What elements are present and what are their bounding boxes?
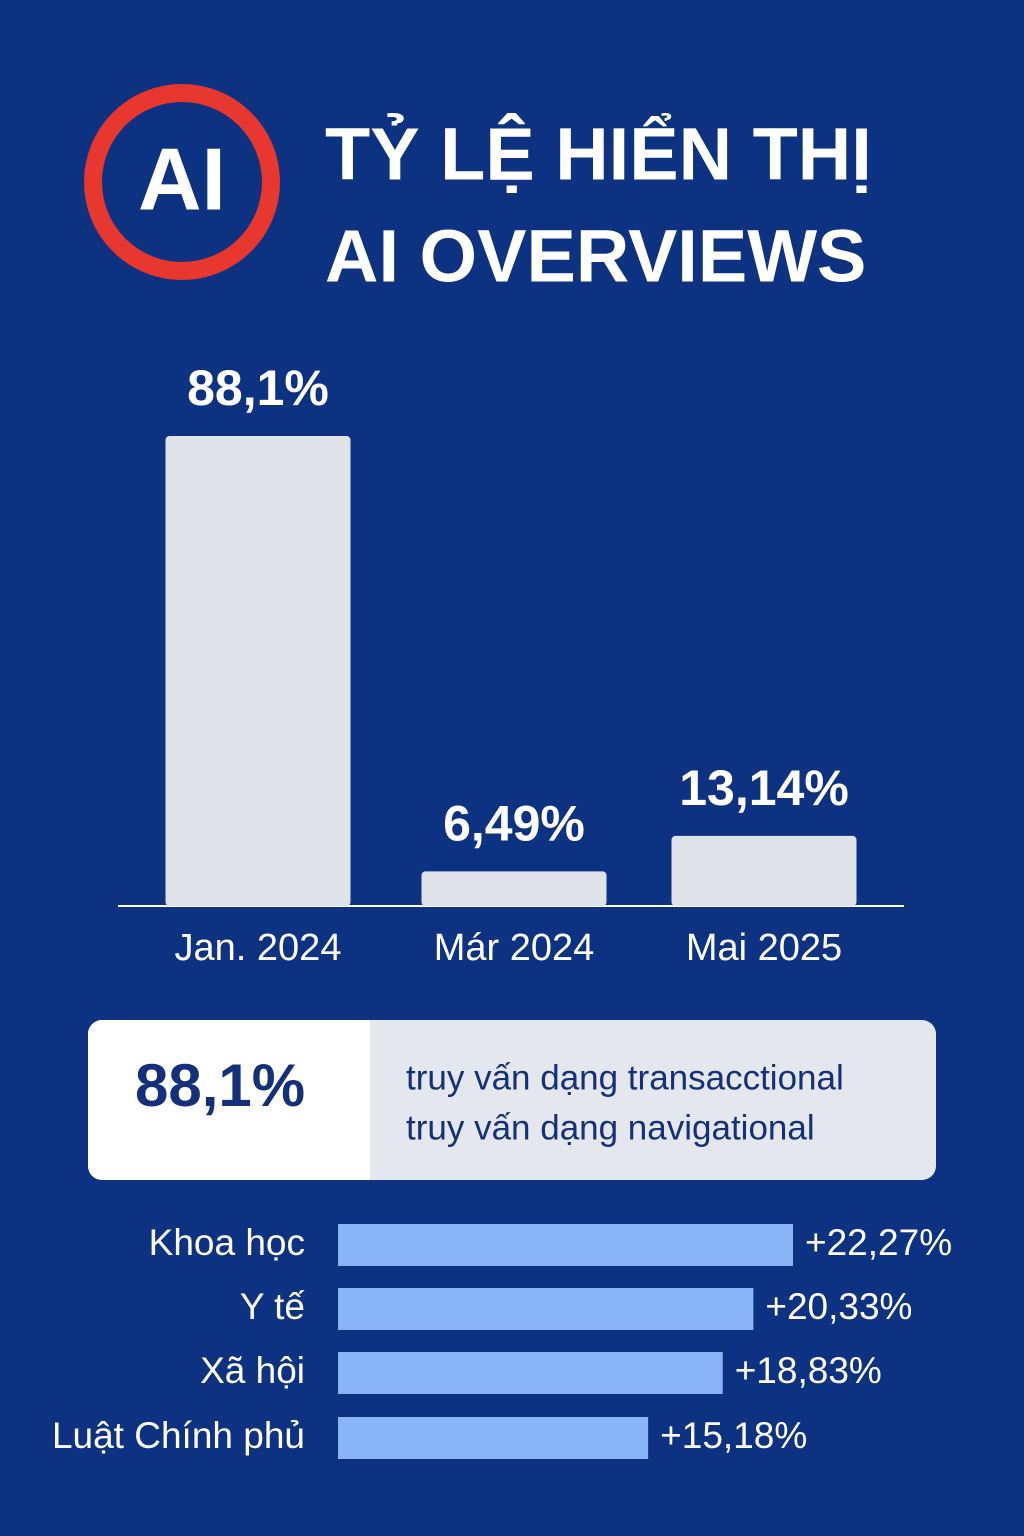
x-tick-label: Mai 2025 bbox=[686, 927, 842, 969]
bar-value-label: +22,27% bbox=[805, 1222, 952, 1263]
bar bbox=[421, 871, 607, 906]
bar bbox=[671, 835, 857, 906]
bar-value-label: 88,1% bbox=[187, 360, 329, 416]
category-label: Luật Chính phủ bbox=[52, 1415, 305, 1456]
callout-line: truy vấn dạng transacctional bbox=[406, 1058, 844, 1097]
ai-icon-text: AI bbox=[138, 129, 226, 228]
callout-value: 88,1% bbox=[135, 1052, 305, 1119]
bar bbox=[338, 1288, 754, 1330]
bar bbox=[338, 1224, 793, 1266]
bar-value-label: +18,83% bbox=[735, 1350, 882, 1391]
title-line: AI OVERVIEWS bbox=[325, 215, 866, 298]
x-tick-label: Jan. 2024 bbox=[175, 927, 342, 969]
category-label: Y tế bbox=[240, 1286, 306, 1327]
bar bbox=[338, 1352, 723, 1394]
bar-value-label: +15,18% bbox=[660, 1415, 807, 1456]
callout-box-left bbox=[88, 1020, 370, 1180]
x-tick-label: Már 2024 bbox=[434, 927, 595, 969]
category-label: Khoa học bbox=[149, 1222, 305, 1263]
callout-line: truy vấn dạng navigational bbox=[406, 1108, 815, 1147]
ai-icon-ring bbox=[84, 84, 280, 280]
bar-value-label: 6,49% bbox=[443, 796, 585, 852]
category-label: Xã hội bbox=[200, 1350, 305, 1391]
bar bbox=[165, 436, 351, 906]
title-line: TỶ LỆ HIỂN THỊ bbox=[325, 113, 872, 196]
bar-value-label: 13,14% bbox=[679, 760, 849, 816]
bar-value-label: +20,33% bbox=[765, 1286, 912, 1327]
bar bbox=[338, 1417, 649, 1459]
